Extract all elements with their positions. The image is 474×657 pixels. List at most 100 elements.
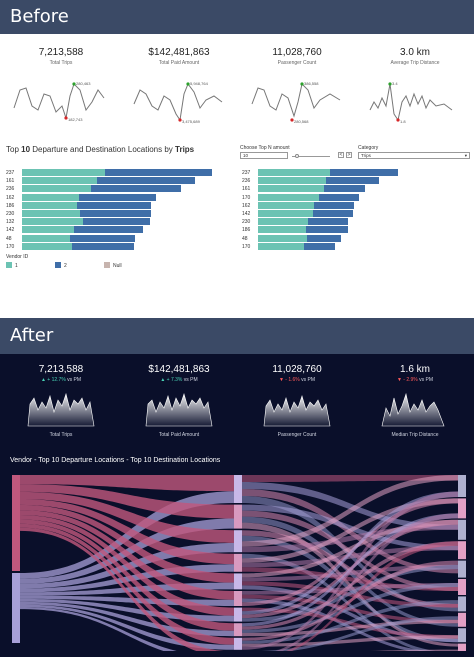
sankey-link <box>242 585 458 643</box>
bar-segment-vendor-1[interactable] <box>22 210 80 217</box>
after-banner: After <box>0 318 474 354</box>
sankey-node-departure[interactable] <box>234 573 242 590</box>
kpi-label: Total Paid Amount <box>158 60 200 66</box>
sankey-link <box>242 475 458 547</box>
sankey-node-destination[interactable] <box>458 579 466 595</box>
sankey-node-vendor-1[interactable] <box>12 573 20 643</box>
category-label: 230 <box>6 211 15 217</box>
bar-segment-vendor-1[interactable] <box>258 234 307 242</box>
bar-row: 237 <box>242 169 467 176</box>
sankey-node-destination[interactable] <box>458 560 466 578</box>
bar-segment-vendor-2[interactable] <box>71 242 134 250</box>
bar-segment-vendor-2[interactable] <box>313 201 354 209</box>
category-label: 186 <box>242 227 251 234</box>
bar-segment-vendor-1[interactable] <box>22 226 75 234</box>
bar-segment-vendor-2[interactable] <box>77 201 152 209</box>
sankey-node-vendor-2[interactable] <box>12 475 20 571</box>
bar-segment-vendor-2[interactable] <box>82 218 150 226</box>
bar-segment-vendor-1[interactable] <box>22 234 70 242</box>
bar-segment-vendor-2[interactable] <box>79 210 152 217</box>
bar-segment-vendor-1[interactable] <box>258 185 324 193</box>
bar-segment-vendor-1[interactable] <box>258 177 326 185</box>
top-n-input[interactable]: 10 <box>240 152 288 159</box>
bar-segment-vendor-2[interactable] <box>325 177 380 185</box>
bar-segment-vendor-1[interactable] <box>258 218 308 226</box>
bar-segment-vendor-1[interactable] <box>258 242 304 250</box>
bar-segment-vendor-1[interactable] <box>22 169 106 176</box>
kpi-vs: vs PM <box>183 377 198 383</box>
top-n-label: Choose Top N amount <box>240 145 290 151</box>
sankey-link <box>242 482 458 530</box>
sankey-node-departure[interactable] <box>234 530 242 553</box>
bar-segment-vendor-2[interactable] <box>318 193 359 201</box>
bar-row: 142 <box>6 226 231 234</box>
category-label: 237 <box>6 170 15 176</box>
sankey-node-destination[interactable] <box>458 475 466 497</box>
sankey-node-departure[interactable] <box>234 607 242 622</box>
sankey-node-destination[interactable] <box>458 541 466 560</box>
bar-row: 48 <box>6 234 231 242</box>
bar-row: 161 <box>242 185 467 193</box>
sankey-node-departure[interactable] <box>234 475 242 503</box>
kpi-total-trips: 7,213,588 Total Trips <box>6 47 116 66</box>
sankey-node-departure[interactable] <box>234 504 242 529</box>
bar-row: 236 <box>6 185 231 193</box>
before-banner: Before <box>0 0 474 34</box>
bar-segment-vendor-2[interactable] <box>105 169 213 176</box>
bar-segment-vendor-1[interactable] <box>258 226 307 234</box>
prev-button[interactable]: < <box>338 152 344 158</box>
bar-segment-vendor-2[interactable] <box>91 185 181 193</box>
sankey-node-destination[interactable] <box>458 643 466 651</box>
bar-segment-vendor-2[interactable] <box>306 226 348 234</box>
sankey-node-destination[interactable] <box>458 612 466 627</box>
bar-row: 186 <box>242 226 467 234</box>
sparkline-max: 5,948,764 <box>190 81 209 86</box>
sankey-node-departure[interactable] <box>234 637 242 650</box>
sankey-node-departure[interactable] <box>234 553 242 572</box>
next-button[interactable]: > <box>346 152 352 158</box>
sankey-node-destination[interactable] <box>458 628 466 643</box>
legend-label-1: 1 <box>15 263 18 269</box>
sankey-node-destination[interactable] <box>458 498 466 519</box>
bar-row: 170 <box>242 242 467 250</box>
sankey-node-departure[interactable] <box>234 623 242 637</box>
sparkline-min: 280,568 <box>294 119 309 124</box>
bar-segment-vendor-1[interactable] <box>22 201 78 209</box>
bar-segment-vendor-2[interactable] <box>69 234 136 242</box>
sankey-node-destination[interactable] <box>458 519 466 540</box>
top-n-slider[interactable] <box>292 156 330 157</box>
sankey-link <box>20 475 234 492</box>
category-select[interactable]: Trips ▾ <box>358 152 470 159</box>
sparkline-trips: 280,463 182,743 <box>13 81 105 122</box>
top-n-slider-knob[interactable] <box>295 154 299 158</box>
bar-segment-vendor-1[interactable] <box>258 169 331 176</box>
kpi-vs: vs PM <box>301 377 316 383</box>
bar-segment-vendor-2[interactable] <box>97 177 196 185</box>
bar-segment-vendor-1[interactable] <box>22 193 79 201</box>
bar-segment-vendor-1[interactable] <box>258 193 319 201</box>
category-label: 161 <box>242 186 251 193</box>
sankey-link <box>20 607 178 651</box>
kpi-delta: ▲ + 7.3% <box>160 377 183 383</box>
bar-segment-vendor-2[interactable] <box>313 210 354 217</box>
bar-segment-vendor-1[interactable] <box>22 185 91 193</box>
sankey-link <box>20 499 234 565</box>
sankey-link <box>242 600 458 644</box>
bar-segment-vendor-2[interactable] <box>303 242 335 250</box>
bar-segment-vendor-2[interactable] <box>323 185 365 193</box>
bar-segment-vendor-1[interactable] <box>22 177 98 185</box>
sparkline-min: 1.8 <box>400 119 406 124</box>
bar-segment-vendor-2[interactable] <box>330 169 399 176</box>
bar-segment-vendor-2[interactable] <box>307 218 349 226</box>
bar-segment-vendor-1[interactable] <box>22 218 83 226</box>
sankey-node-destination[interactable] <box>458 596 466 612</box>
bar-segment-vendor-1[interactable] <box>258 210 314 217</box>
bar-segment-vendor-2[interactable] <box>74 226 143 234</box>
bar-segment-vendor-2[interactable] <box>78 193 156 201</box>
bar-segment-vendor-1[interactable] <box>258 201 314 209</box>
bar-segment-vendor-1[interactable] <box>22 242 72 250</box>
sankey-node-departure[interactable] <box>234 591 242 606</box>
sankey-link <box>20 491 234 579</box>
sparkline-max: 280,463 <box>76 81 91 86</box>
bar-segment-vendor-2[interactable] <box>306 234 341 242</box>
